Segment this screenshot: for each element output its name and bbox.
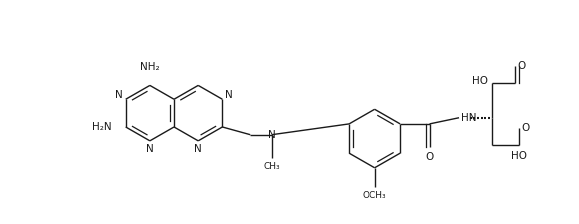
Text: HO: HO (511, 151, 527, 161)
Text: CH₃: CH₃ (263, 162, 280, 171)
Text: OCH₃: OCH₃ (363, 191, 386, 200)
Text: N: N (195, 144, 202, 153)
Text: HN: HN (460, 113, 476, 123)
Text: N: N (268, 130, 276, 140)
Text: HO: HO (472, 76, 489, 86)
Text: N: N (115, 90, 123, 100)
Text: N: N (146, 144, 154, 153)
Text: H₂N: H₂N (92, 122, 112, 132)
Text: NH₂: NH₂ (140, 62, 160, 71)
Text: O: O (426, 152, 434, 162)
Text: O: O (517, 61, 525, 71)
Text: N: N (225, 90, 233, 100)
Text: O: O (521, 123, 529, 133)
